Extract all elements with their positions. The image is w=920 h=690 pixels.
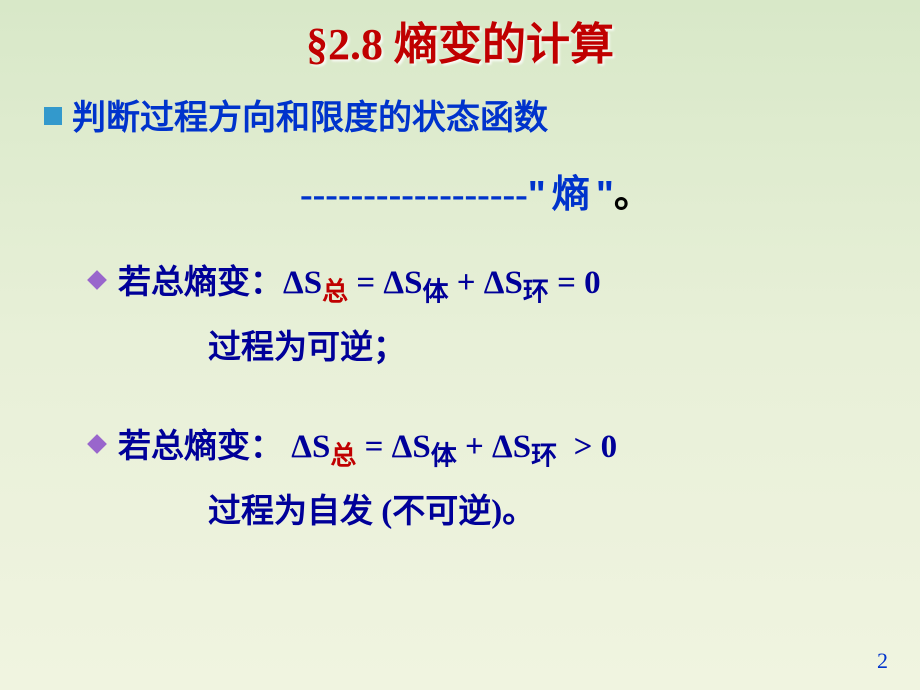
sub-sys: 体 bbox=[422, 278, 448, 307]
s-var: S bbox=[304, 265, 322, 301]
greater-than: > bbox=[574, 429, 593, 465]
case-1: 若总熵变：ΔS总 = ΔS体 + ΔS环 = 0 过程为可逆； bbox=[0, 218, 920, 380]
sub-total: 总 bbox=[330, 441, 356, 470]
heading-text: 判断过程方向和限度的状态函数 bbox=[72, 100, 548, 137]
dashes: ------------------ bbox=[300, 174, 528, 216]
s-var: S bbox=[404, 265, 422, 301]
s-var: S bbox=[412, 429, 430, 465]
delta: Δ bbox=[383, 265, 404, 301]
case2-label: 若总熵变： bbox=[118, 429, 283, 465]
s-var: S bbox=[312, 429, 330, 465]
delta: Δ bbox=[392, 429, 413, 465]
diamond-bullet-icon bbox=[87, 270, 107, 290]
zero: 0 bbox=[584, 265, 601, 301]
equals: = bbox=[557, 265, 576, 301]
sub-total: 总 bbox=[322, 278, 348, 307]
period: 。 bbox=[614, 174, 652, 216]
delta: Δ bbox=[492, 429, 513, 465]
delta: Δ bbox=[283, 265, 304, 301]
case1-result: 过程为可逆； bbox=[90, 317, 920, 380]
slide-title: §2.8 熵变的计算 bbox=[0, 0, 920, 72]
sub-sys: 体 bbox=[431, 441, 457, 470]
heading-sub: ------------------"熵"。 bbox=[0, 139, 920, 218]
plus: + bbox=[457, 265, 476, 301]
s-var: S bbox=[513, 429, 531, 465]
equals: = bbox=[356, 265, 375, 301]
heading-line: 判断过程方向和限度的状态函数 bbox=[0, 72, 920, 139]
quote-close: " bbox=[596, 174, 614, 216]
delta: Δ bbox=[291, 429, 312, 465]
zero: 0 bbox=[601, 429, 618, 465]
delta: Δ bbox=[484, 265, 505, 301]
page-number: 2 bbox=[877, 648, 888, 674]
quote-open: " bbox=[528, 174, 546, 216]
case1-formula: ΔS总 = ΔS体 + ΔS环 = 0 bbox=[283, 265, 601, 301]
s-var: S bbox=[504, 265, 522, 301]
case2-result: 过程为自发 (不可逆)。 bbox=[90, 481, 920, 544]
sub-env: 环 bbox=[531, 441, 557, 470]
square-bullet-icon bbox=[44, 107, 62, 125]
case1-label: 若总熵变： bbox=[118, 265, 283, 301]
diamond-bullet-icon bbox=[87, 434, 107, 454]
case-2: 若总熵变： ΔS总 = ΔS体 + ΔS环 > 0 过程为自发 (不可逆)。 bbox=[0, 380, 920, 544]
plus: + bbox=[465, 429, 484, 465]
sub-env: 环 bbox=[523, 278, 549, 307]
case2-formula: ΔS总 = ΔS体 + ΔS环 > 0 bbox=[291, 429, 617, 465]
entropy-word: 熵 bbox=[552, 174, 590, 216]
equals: = bbox=[365, 429, 384, 465]
